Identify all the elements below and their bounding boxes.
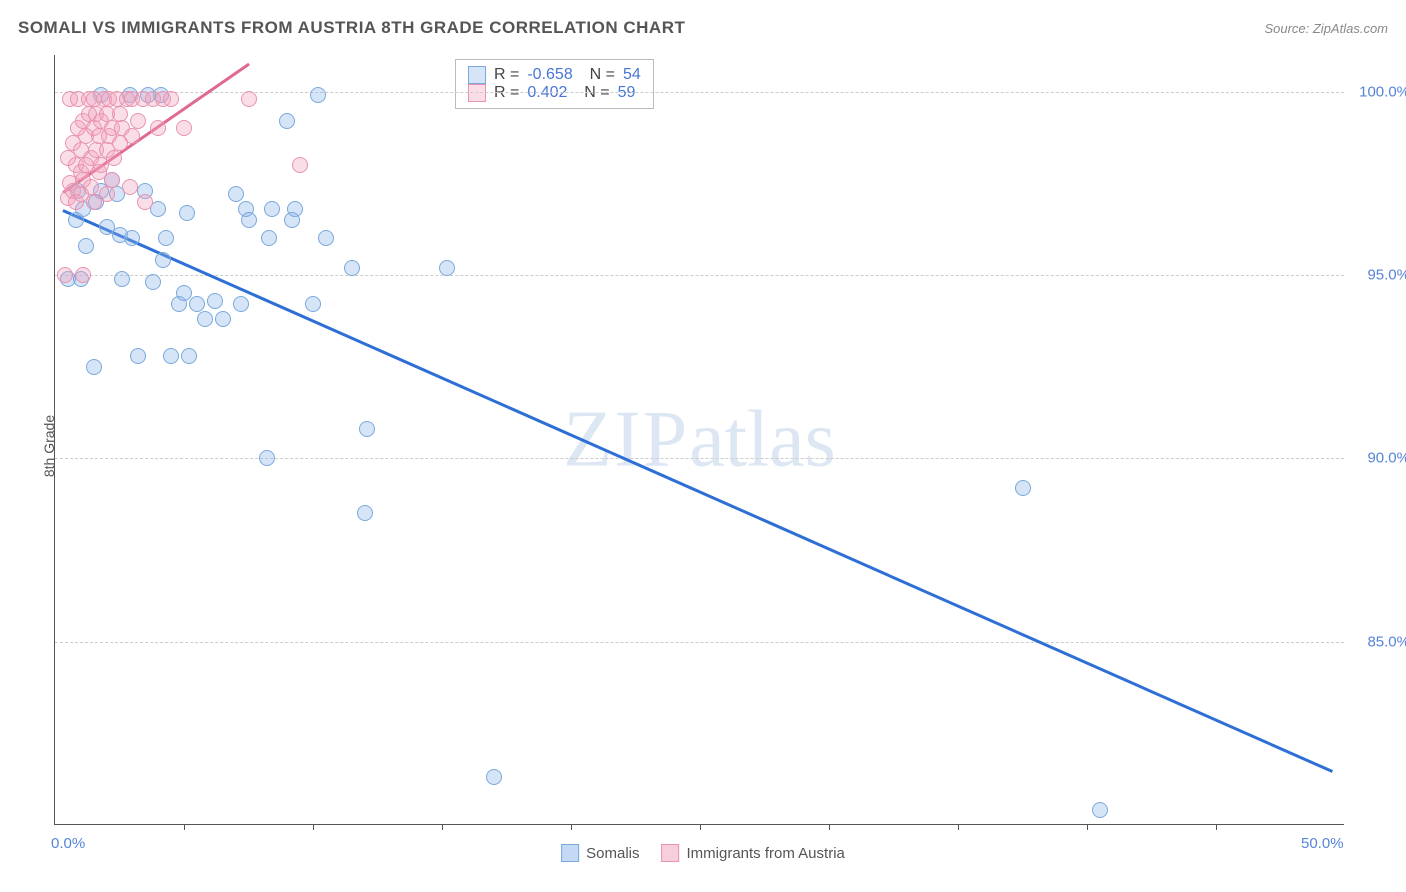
- data-point: [1092, 802, 1108, 818]
- x-tick: [571, 824, 572, 830]
- data-point: [130, 348, 146, 364]
- stat-r-label: R =: [494, 66, 519, 84]
- data-point: [207, 293, 223, 309]
- data-point: [259, 450, 275, 466]
- x-tick: [442, 824, 443, 830]
- x-tick: [1216, 824, 1217, 830]
- data-point: [163, 91, 179, 107]
- y-tick-label: 90.0%: [1354, 450, 1406, 467]
- stat-r-value: -0.658: [527, 66, 572, 84]
- x-tick: [829, 824, 830, 830]
- data-point: [86, 359, 102, 375]
- legend-item: Somalis: [561, 844, 639, 862]
- data-point: [233, 296, 249, 312]
- legend-swatch: [661, 844, 679, 862]
- data-point: [305, 296, 321, 312]
- header: SOMALI VS IMMIGRANTS FROM AUSTRIA 8TH GR…: [18, 18, 1388, 38]
- y-tick-label: 100.0%: [1354, 83, 1406, 100]
- x-tick-label: 50.0%: [1301, 835, 1344, 852]
- data-point: [197, 311, 213, 327]
- data-point: [83, 179, 99, 195]
- chart-container: SOMALI VS IMMIGRANTS FROM AUSTRIA 8TH GR…: [0, 0, 1406, 892]
- data-point: [261, 230, 277, 246]
- data-point: [228, 186, 244, 202]
- data-point: [292, 157, 308, 173]
- data-point: [264, 201, 280, 217]
- plot-area: ZIPatlas R = -0.658 N = 54R = 0.402 N = …: [54, 55, 1344, 825]
- data-point: [150, 120, 166, 136]
- x-tick: [184, 824, 185, 830]
- data-point: [344, 260, 360, 276]
- data-point: [112, 106, 128, 122]
- data-point: [158, 230, 174, 246]
- data-point: [176, 120, 192, 136]
- data-point: [1015, 480, 1031, 496]
- bottom-legend: Somalis Immigrants from Austria: [561, 844, 845, 862]
- data-point: [318, 230, 334, 246]
- data-point: [357, 505, 373, 521]
- data-point: [310, 87, 326, 103]
- stat-r-label: R =: [494, 84, 519, 102]
- trend-line: [62, 209, 1332, 772]
- watermark-light: atlas: [689, 395, 836, 483]
- data-point: [439, 260, 455, 276]
- stat-n-label: N =: [581, 66, 615, 84]
- data-point: [114, 271, 130, 287]
- data-point: [215, 311, 231, 327]
- legend-label: Immigrants from Austria: [686, 845, 844, 862]
- data-point: [122, 179, 138, 195]
- source-label: Source: ZipAtlas.com: [1264, 21, 1388, 36]
- stat-r-value: 0.402: [527, 84, 567, 102]
- data-point: [124, 128, 140, 144]
- legend-item: Immigrants from Austria: [661, 844, 844, 862]
- legend-swatch: [468, 84, 486, 102]
- stat-n-value: 59: [618, 84, 636, 102]
- x-tick: [313, 824, 314, 830]
- data-point: [99, 186, 115, 202]
- stat-n-value: 54: [623, 66, 641, 84]
- data-point: [241, 212, 257, 228]
- gridline: [55, 458, 1344, 459]
- gridline: [55, 275, 1344, 276]
- x-tick-label: 0.0%: [51, 835, 85, 852]
- legend-swatch: [468, 66, 486, 84]
- watermark: ZIPatlas: [563, 394, 836, 485]
- data-point: [106, 150, 122, 166]
- data-point: [57, 267, 73, 283]
- data-point: [124, 230, 140, 246]
- stats-row: R = 0.402 N = 59: [468, 84, 641, 102]
- data-point: [155, 252, 171, 268]
- x-tick: [1087, 824, 1088, 830]
- data-point: [359, 421, 375, 437]
- data-point: [486, 769, 502, 785]
- stats-legend-box: R = -0.658 N = 54R = 0.402 N = 59: [455, 59, 654, 109]
- stats-row: R = -0.658 N = 54: [468, 66, 641, 84]
- chart-title: SOMALI VS IMMIGRANTS FROM AUSTRIA 8TH GR…: [18, 18, 685, 38]
- x-tick: [958, 824, 959, 830]
- data-point: [179, 205, 195, 221]
- data-point: [181, 348, 197, 364]
- data-point: [163, 348, 179, 364]
- data-point: [189, 296, 205, 312]
- data-point: [104, 172, 120, 188]
- gridline: [55, 642, 1344, 643]
- y-tick-label: 95.0%: [1354, 267, 1406, 284]
- data-point: [145, 274, 161, 290]
- legend-swatch: [561, 844, 579, 862]
- legend-label: Somalis: [586, 845, 639, 862]
- data-point: [78, 238, 94, 254]
- data-point: [287, 201, 303, 217]
- stat-n-label: N =: [575, 84, 609, 102]
- data-point: [75, 267, 91, 283]
- data-point: [241, 91, 257, 107]
- data-point: [130, 113, 146, 129]
- data-point: [279, 113, 295, 129]
- x-tick: [700, 824, 701, 830]
- y-tick-label: 85.0%: [1354, 633, 1406, 650]
- data-point: [137, 194, 153, 210]
